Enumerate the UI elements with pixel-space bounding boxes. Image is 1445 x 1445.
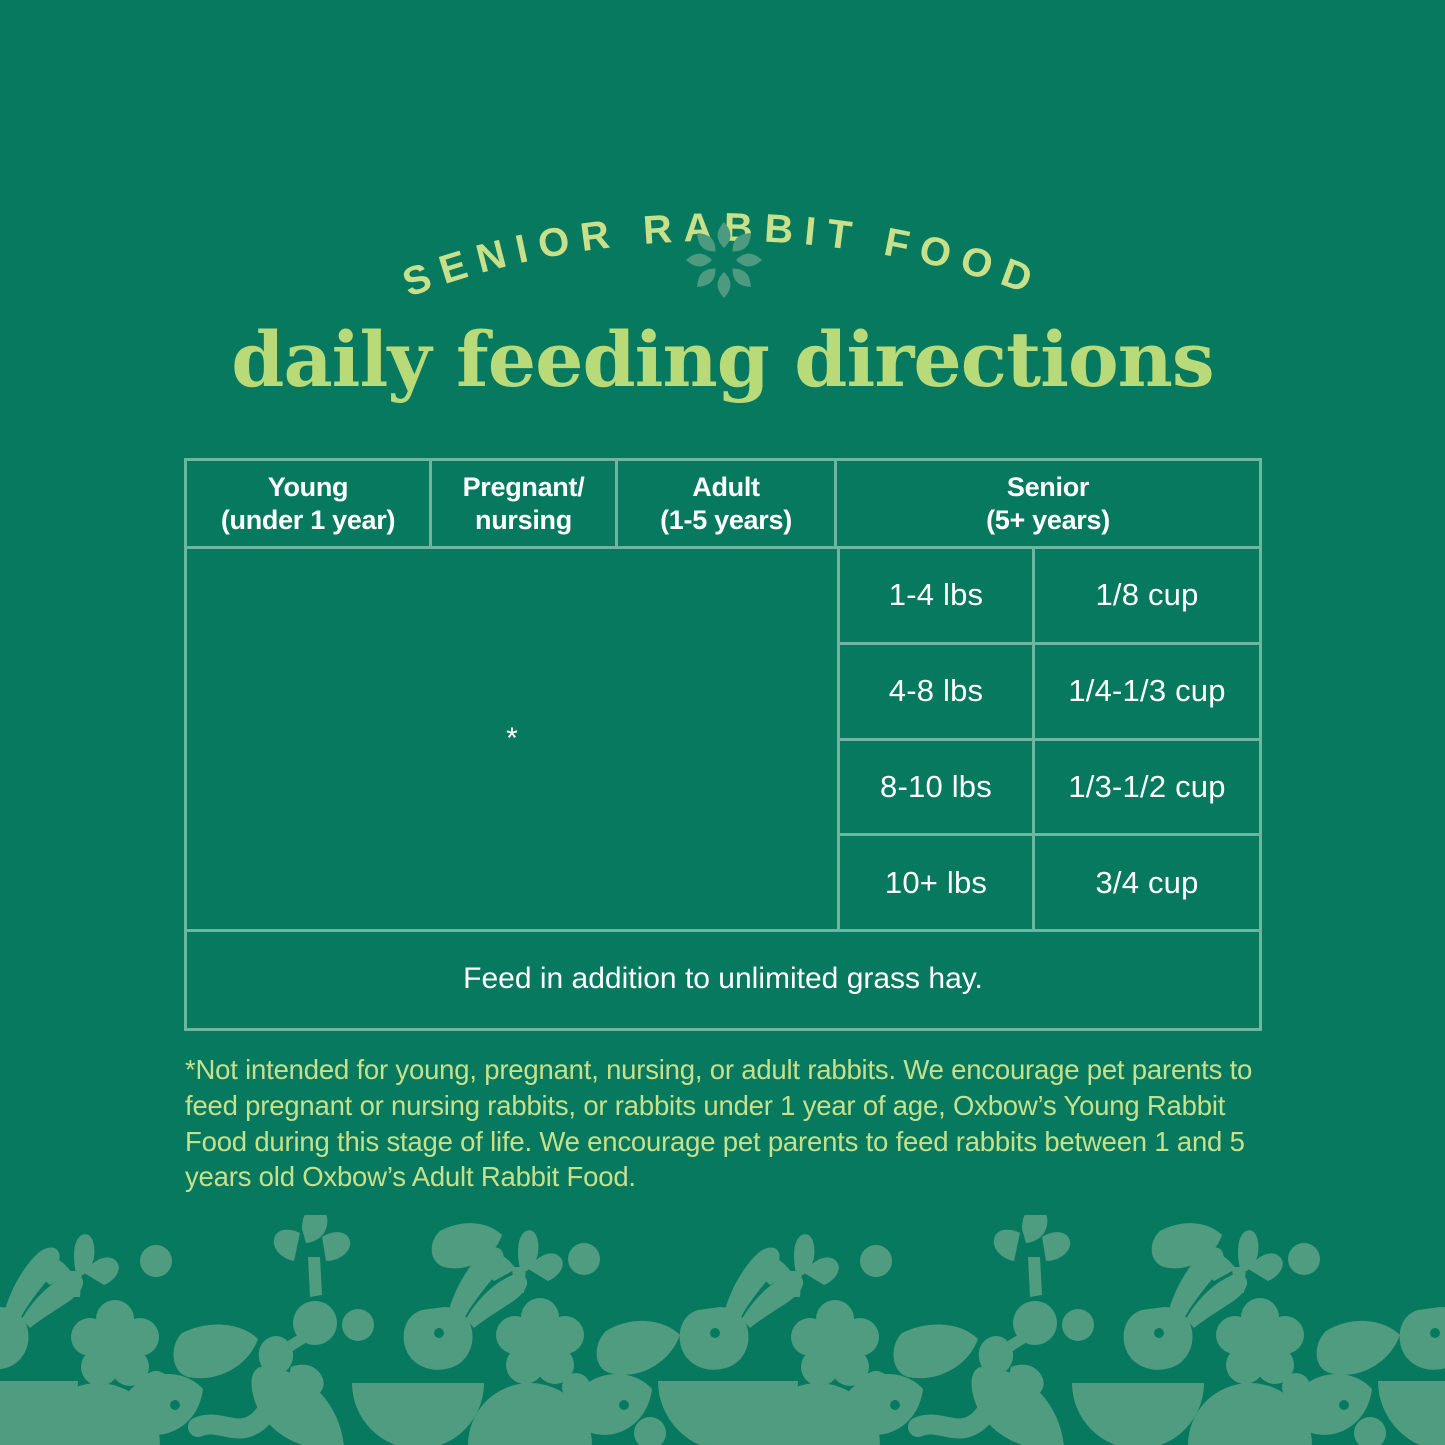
footnote-text: *Not intended for young, pregnant, nursi… (185, 1054, 1253, 1193)
column-header-pregnant-line2: nursing (475, 504, 572, 535)
column-header-senior: Senior (5+ years) (837, 461, 1259, 546)
table-row: 10+ lbs 3/4 cup (840, 836, 1259, 929)
column-header-pregnant: Pregnant/ nursing (432, 461, 618, 546)
pattern-tile-2 (658, 1215, 1400, 1445)
daily-feeding-table: Young (under 1 year) Pregnant/ nursing A… (184, 458, 1262, 1031)
column-header-young-line1: Young (267, 471, 349, 502)
table-body-band: * 1-4 lbs 1/8 cup 4-8 lbs 1/4-1/3 cup 8-… (187, 549, 1259, 932)
table-header-row: Young (under 1 year) Pregnant/ nursing A… (187, 461, 1259, 549)
column-header-pregnant-line1: Pregnant/ (462, 471, 585, 502)
senior-weight-value: 10+ lbs (840, 836, 1035, 929)
pattern-tile-1 (0, 1215, 680, 1445)
senior-amount-value: 1/8 cup (1095, 577, 1199, 613)
table-row: 4-8 lbs 1/4-1/3 cup (840, 644, 1259, 741)
column-header-young: Young (under 1 year) (187, 461, 432, 546)
senior-weight-value: 1-4 lbs (840, 549, 1035, 642)
senior-amount-value: 1/4-1/3 cup (1068, 673, 1226, 709)
table-row: 1-4 lbs 1/8 cup (840, 549, 1259, 645)
column-header-adult-line2: (1-5 years) (660, 504, 792, 535)
column-header-senior-line2: (5+ years) (986, 504, 1110, 535)
botanical-rabbit-pattern (0, 1215, 1445, 1445)
senior-weight-value: 4-8 lbs (840, 644, 1035, 738)
column-header-young-line2: (under 1 year) (220, 504, 396, 535)
senior-amount-value: 1/3-1/2 cup (1068, 768, 1226, 804)
column-header-adult-line1: Adult (692, 471, 760, 502)
table-footer-note: Feed in addition to unlimited grass hay. (463, 961, 983, 995)
senior-feeding-grid: 1-4 lbs 1/8 cup 4-8 lbs 1/4-1/3 cup 8-10… (840, 549, 1259, 929)
merged-cell-asterisk: * (187, 549, 840, 929)
table-row: 8-10 lbs 1/3-1/2 cup (840, 740, 1259, 837)
senior-amount-value: 3/4 cup (1095, 864, 1199, 900)
arc-header: SENIOR RABBIT FOOD (0, 96, 1445, 296)
flower-rosette-icon (678, 214, 770, 306)
column-header-adult: Adult (1-5 years) (618, 461, 837, 546)
column-header-senior-line1: Senior (1006, 471, 1090, 502)
page-title: daily feeding directions (231, 315, 1214, 404)
senior-weight-value: 8-10 lbs (840, 740, 1035, 834)
